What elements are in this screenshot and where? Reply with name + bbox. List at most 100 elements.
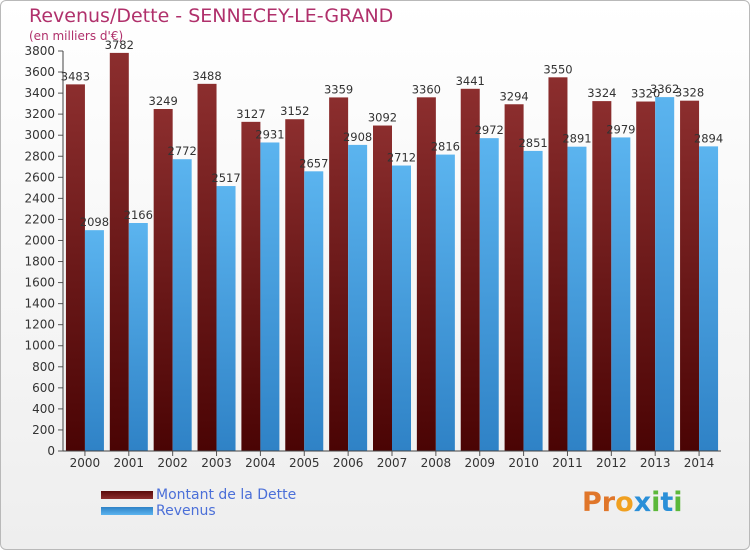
data-label-revenus: 2972: [475, 123, 504, 137]
y-tick-label: 3200: [24, 107, 55, 121]
legend-item-dette: Montant de la Dette: [101, 487, 296, 503]
y-tick-label: 1200: [24, 318, 55, 332]
y-tick-label: 2600: [24, 170, 55, 184]
bar-dette: [680, 100, 700, 452]
data-label-dette: 3152: [280, 104, 309, 118]
bar-revenus: [435, 154, 455, 451]
bar-revenus: [304, 171, 324, 451]
data-label-dette: 3441: [456, 74, 485, 88]
bar-dette: [548, 77, 568, 451]
bar-dette: [153, 109, 173, 451]
y-tick-label: 3000: [24, 128, 55, 142]
bar-dette: [241, 121, 261, 451]
y-tick-label: 2800: [24, 149, 55, 163]
data-label-dette: 3360: [412, 82, 441, 96]
data-label-dette: 3359: [324, 82, 353, 96]
x-tick-label: 2010: [508, 456, 539, 470]
x-tick-label: 2012: [596, 456, 627, 470]
bar-revenus: [348, 144, 368, 452]
x-tick-label: 2001: [114, 456, 145, 470]
y-tick-label: 1000: [24, 339, 55, 353]
bar-revenus: [260, 142, 280, 451]
y-tick-label: 2000: [24, 233, 55, 247]
data-label-dette: 3127: [236, 107, 265, 121]
x-tick-label: 2013: [640, 456, 671, 470]
legend-label-dette: Montant de la Dette: [156, 487, 297, 503]
x-tick-label: 2009: [464, 456, 495, 470]
proxiti-logo: Proxiti: [582, 487, 683, 518]
data-label-revenus: 2894: [694, 131, 723, 145]
y-tick-label: 400: [32, 402, 55, 416]
y-tick-label: 3800: [24, 44, 55, 58]
y-tick-label: 2200: [24, 212, 55, 226]
x-tick-label: 2014: [684, 456, 715, 470]
data-label-revenus: 3362: [650, 82, 679, 96]
x-tick-label: 2000: [70, 456, 101, 470]
x-tick-label: 2005: [289, 456, 320, 470]
y-tick-label: 3400: [24, 86, 55, 100]
data-label-dette: 3294: [499, 89, 528, 103]
data-label-dette: 3092: [368, 111, 397, 125]
bar-dette: [65, 84, 85, 452]
data-label-revenus: 2979: [606, 122, 635, 136]
data-label-dette: 3320: [631, 87, 660, 101]
bar-revenus: [523, 150, 543, 452]
y-tick-label: 2400: [24, 191, 55, 205]
y-tick-label: 600: [32, 381, 55, 395]
data-label-revenus: 2851: [518, 136, 547, 150]
data-label-revenus: 2908: [343, 130, 372, 144]
bar-revenus: [699, 146, 719, 452]
y-tick-label: 1600: [24, 276, 55, 290]
bar-revenus: [392, 165, 411, 452]
data-label-dette: 3550: [543, 62, 572, 76]
bar-revenus: [479, 138, 499, 451]
data-label-revenus: 2816: [431, 140, 460, 154]
bar-revenus: [84, 230, 104, 451]
x-tick-label: 2002: [157, 456, 188, 470]
chart-subtitle: (en milliers d'€): [29, 29, 124, 43]
bar-revenus: [128, 223, 148, 451]
bar-dette: [416, 97, 436, 451]
data-label-dette: 3483: [61, 69, 90, 83]
y-tick-label: 0: [47, 444, 55, 458]
bar-revenus: [567, 146, 587, 451]
y-tick-label: 1800: [24, 255, 55, 269]
bar-dette: [460, 88, 480, 451]
legend-label-revenus: Revenus: [156, 503, 216, 519]
data-label-dette: 3249: [149, 94, 178, 108]
data-label-revenus: 2931: [255, 127, 284, 141]
bar-dette: [636, 101, 656, 452]
x-tick-label: 2006: [333, 456, 364, 470]
y-tick-label: 1400: [24, 297, 55, 311]
bar-revenus: [655, 97, 675, 452]
bar-dette: [197, 83, 217, 451]
bar-revenus: [216, 186, 236, 452]
bar-revenus: [172, 159, 192, 452]
bar-dette: [592, 101, 612, 452]
chart-title: Revenus/Dette - SENNECEY-LE-GRAND: [29, 5, 394, 27]
legend-swatch-revenus: [101, 507, 153, 515]
bar-revenus: [611, 137, 631, 451]
data-label-revenus: 2772: [168, 144, 197, 158]
legend-item-revenus: Revenus: [101, 503, 296, 519]
data-label-dette: 3782: [105, 38, 134, 52]
data-label-revenus: 2891: [562, 132, 591, 146]
data-label-dette: 3324: [587, 86, 616, 100]
y-tick-label: 200: [32, 423, 55, 437]
data-label-revenus: 2166: [124, 208, 153, 222]
x-tick-label: 2007: [377, 456, 408, 470]
x-tick-label: 2004: [245, 456, 276, 470]
data-label-revenus: 2098: [80, 215, 109, 229]
data-label-dette: 3488: [192, 69, 221, 83]
bar-dette: [285, 119, 305, 452]
bar-dette: [504, 104, 524, 452]
x-tick-label: 2008: [421, 456, 452, 470]
legend: Montant de la Dette Revenus: [101, 487, 296, 519]
bar-dette: [109, 52, 129, 451]
data-label-dette: 3328: [675, 86, 704, 100]
x-tick-label: 2011: [552, 456, 583, 470]
x-tick-label: 2003: [201, 456, 232, 470]
y-tick-label: 800: [32, 360, 55, 374]
data-label-revenus: 2657: [299, 156, 328, 170]
